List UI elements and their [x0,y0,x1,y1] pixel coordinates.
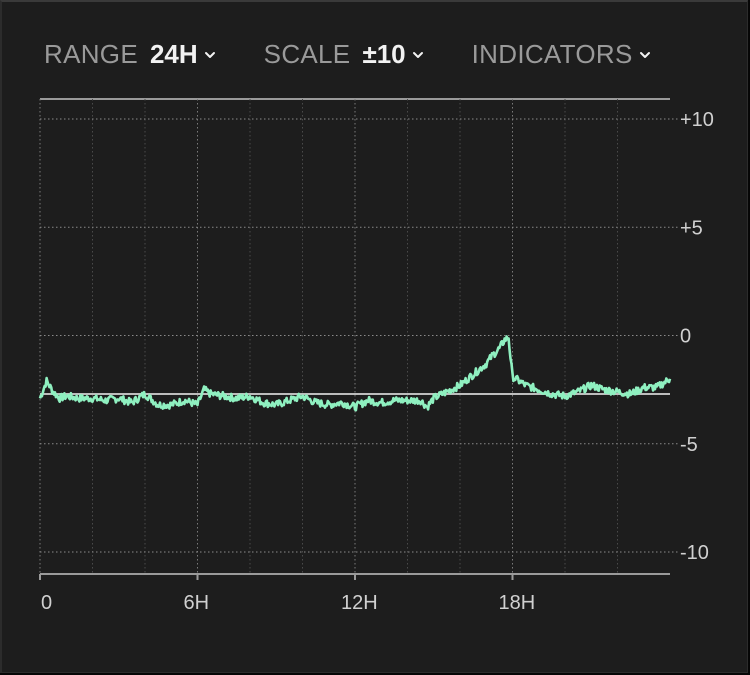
range-label: RANGE [44,38,138,69]
range-value: 24H [149,38,198,69]
y-tick-label: +10 [680,109,714,131]
chevron-down-icon [412,52,423,58]
y-tick-label: +5 [680,217,703,239]
grid [39,98,678,580]
scale-label: SCALE [263,38,351,69]
toolbar: RANGE 24H SCALE ±10 INDICATORS [44,32,651,76]
chevron-down-icon [639,52,650,58]
scale-dropdown[interactable]: SCALE ±10 [264,39,424,70]
chevron-down-icon [204,52,215,58]
series-line [38,335,672,412]
range-dropdown[interactable]: RANGE 24H [44,39,216,70]
x-tick-label: 0 [41,592,52,614]
x-tick-label: 12H [341,592,378,614]
x-tick-label: 6H [184,592,210,614]
indicators-dropdown[interactable]: INDICATORS [472,39,651,70]
scale-value: ±10 [362,38,406,69]
indicators-label: INDICATORS [471,38,633,69]
x-tick-label: 18H [499,592,536,614]
y-tick-label: 0 [680,326,691,348]
y-tick-label: -10 [680,542,709,564]
y-tick-label: -5 [680,434,698,456]
tick-labels: +10 +5 0 -5 -10 0 6H 12H 18H [41,109,714,614]
